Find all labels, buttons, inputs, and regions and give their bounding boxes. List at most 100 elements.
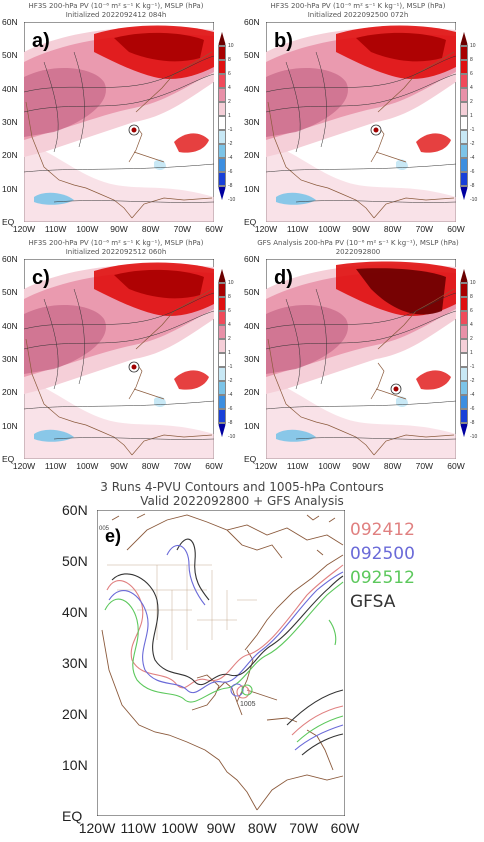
colorbar-swatch [218,88,226,102]
lat-label: 20N [2,387,18,398]
colorbar-swatch [218,116,226,130]
colorbar-swatch [460,353,468,367]
colorbar-tick: 4 [470,85,473,91]
panel-b-title: HF3S 200-hPa PV (10⁻⁶ m² s⁻¹ K kg⁻¹), MS… [270,2,446,10]
colorbar-tick: -6 [228,406,233,412]
colorbar-swatch [218,409,226,423]
panel-e-lon-label: 90W [206,820,236,836]
lat-label: 60N [2,17,18,27]
lon-label: 100W [318,461,341,471]
panel-e-lat-label: 60N [62,502,88,518]
panel-b: HF3S 200-hPa PV (10⁻⁶ m² s⁻¹ K kg⁻¹), MS… [242,0,484,237]
lon-label: 60W [205,461,223,471]
colorbar-tick: 8 [470,294,473,300]
colorbar-swatch [218,325,226,339]
lon-label: 70W [173,461,192,471]
colorbar-swatch [460,395,468,409]
legend-entry: GFSA [350,592,396,612]
lon-label: 90W [352,461,370,471]
colorbar-tick: -2 [470,141,475,147]
legend-entry: 092500 [350,544,415,564]
colorbar-swatch [218,367,226,381]
lon-label: 110W [286,224,309,234]
lon-label: 80W [141,224,160,234]
colorbar-tick: 10 [228,43,234,49]
lon-label: 60W [205,224,223,234]
colorbar-swatch [460,172,468,186]
lat-label: 10N [244,420,260,431]
panel-a: HF3S 200-hPa PV (10⁻⁶ m² s⁻¹ K kg⁻¹), MS… [0,0,242,237]
panel-e-lat-label: 10N [62,757,88,773]
colorbar-swatch [460,409,468,423]
colorbar-tick: 6 [470,308,473,314]
lon-label: 90W [110,461,128,471]
colorbar-swatch [460,46,468,60]
lat-label: 30N [2,117,18,127]
colorbar-swatch [460,158,468,172]
lon-label: 80W [383,224,402,234]
colorbar-tick: -1 [470,127,475,133]
contour-label-1005: 1005 [240,701,256,708]
lat-label: EQ [244,454,257,464]
colorbar-swatch [460,74,468,88]
colorbar-tick: -6 [470,169,475,175]
colorbar-swatch [460,88,468,102]
colorbar-tick: 4 [228,322,231,328]
lon-label: 120W [254,224,278,234]
lon-label: 90W [110,224,128,234]
colorbar-tick: 8 [228,57,231,63]
lat-label: 20N [2,150,18,161]
colorbar-swatch [218,130,226,144]
panel-b-label: b) [274,30,293,52]
lon-label: 90W [352,224,370,234]
colorbar-swatch [218,311,226,325]
lat-label: 30N [2,354,18,364]
legend-entry: 092412 [350,520,415,540]
colorbar-tick: -8 [228,420,233,426]
lat-label: 60N [244,254,260,264]
colorbar-tick: 10 [470,43,476,49]
colorbar-tick: -1 [470,364,475,370]
lon-label: 100W [76,461,99,471]
colorbar-tick: 1 [470,113,473,119]
colorbar-swatch [218,269,226,283]
colorbar-swatch [460,339,468,353]
panel-b-colorbar [460,32,468,200]
panel-c-label: c) [32,267,50,289]
panel-d-map [266,259,456,459]
colorbar-swatch [218,297,226,311]
legend-entry: 092512 [350,568,415,588]
colorbar-swatch [460,311,468,325]
colorbar-swatch [218,74,226,88]
lon-label: 120W [12,461,36,471]
panel-e-lat-label: 40N [62,604,88,620]
panel-a-map [24,22,214,222]
lat-label: 50N [2,50,18,61]
panel-e-lon-label: 120W [78,820,116,836]
lat-label: 50N [2,287,18,298]
lon-label: 110W [286,461,309,471]
colorbar-tick: -10 [470,434,478,440]
colorbar-tick: 2 [228,99,231,105]
lat-label: 40N [2,320,18,331]
lat-label: 20N [244,387,260,398]
panel-a-colorbar [218,32,226,200]
panel-e-lat-label: 50N [62,553,88,569]
panel-c-title: HF3S 200-hPa PV (10⁻⁶ m² s⁻¹ K kg⁻¹), MS… [28,239,204,247]
panel-b-subtitle: Initialized 2022092500 072h [307,11,409,19]
panel-d: GFS Analysis 200-hPa PV (10⁻⁶ m² s⁻¹ K k… [242,237,484,474]
lon-label: 120W [254,461,278,471]
colorbar-tick: -10 [228,434,236,440]
panel-a-label: a) [32,30,50,52]
colorbar-swatch [460,32,468,46]
lon-label: 80W [383,461,402,471]
colorbar-tick: 8 [470,57,473,63]
panel-a-title: HF3S 200-hPa PV (10⁻⁶ m² s⁻¹ K kg⁻¹), MS… [28,2,204,10]
colorbar-swatch [218,339,226,353]
colorbar-tick: -2 [228,141,233,147]
colorbar-swatch [460,283,468,297]
colorbar-tick: 10 [470,280,476,286]
colorbar-tick: -10 [470,197,478,203]
lat-label: 10N [2,183,18,194]
panel-d-title: GFS Analysis 200-hPa PV (10⁻⁶ m² s⁻¹ K k… [257,239,459,247]
